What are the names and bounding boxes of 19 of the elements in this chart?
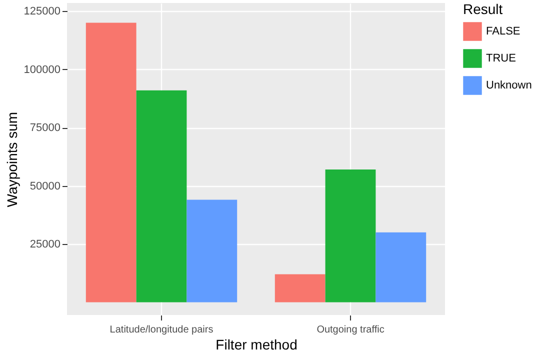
y-tick-label: 100000 (24, 64, 60, 76)
bar (186, 200, 238, 302)
bar (376, 232, 426, 302)
y-tick-label: 75000 (30, 122, 60, 134)
x-axis-title: Filter method (216, 336, 298, 352)
x-tick-label: Outgoing traffic (316, 324, 384, 336)
x-tick-label: Latitude/longitude pairs (110, 324, 214, 336)
y-tick-label: 125000 (24, 6, 60, 18)
bar (325, 169, 376, 302)
legend-label: TRUE (486, 52, 516, 64)
legend-title: Result (463, 1, 503, 17)
y-tick-label: 50000 (30, 180, 60, 192)
y-tick-label: 25000 (30, 238, 60, 250)
legend-label: Unknown (486, 80, 532, 92)
legend-label: FALSE (486, 26, 520, 38)
bar (274, 274, 326, 302)
bar (86, 22, 136, 302)
bar (136, 90, 187, 302)
y-axis-title: Waypoints sum (4, 112, 20, 208)
